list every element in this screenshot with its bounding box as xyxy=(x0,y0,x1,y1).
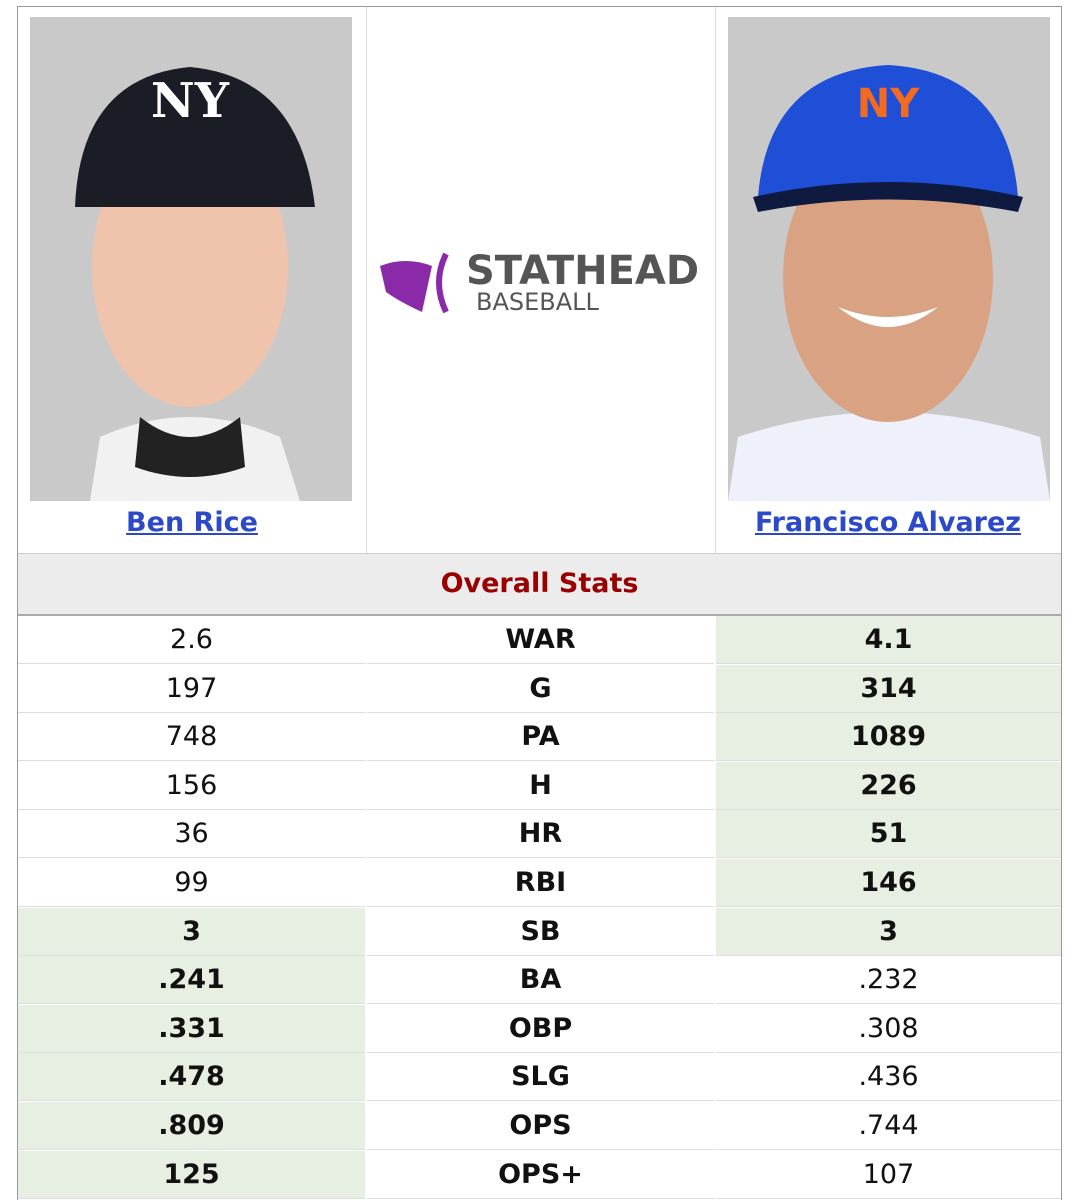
stat-label: PA xyxy=(367,713,714,762)
stat-row: .478 SLG .436 xyxy=(18,1053,1061,1102)
stat-row: 748 PA 1089 xyxy=(18,713,1061,762)
player-photo: NY xyxy=(728,17,1050,501)
stat-row: .331 OBP .308 xyxy=(18,1004,1061,1054)
stat-value: .232 xyxy=(716,956,1061,1005)
player-left: NY Ben Rice xyxy=(18,7,367,553)
stat-label: H xyxy=(367,762,714,810)
stat-label: RBI xyxy=(367,859,714,907)
stathead-logo: STATHEAD BASEBALL xyxy=(380,248,699,316)
stat-row: 3 SB 3 xyxy=(18,907,1061,957)
stat-label: WAR xyxy=(367,616,714,664)
stat-value: 146 xyxy=(716,859,1061,907)
stat-label: OPS+ xyxy=(367,1151,714,1199)
stat-value: 51 xyxy=(716,810,1061,859)
player-right: NY Francisco Alvarez xyxy=(715,7,1061,553)
stat-value: 2.6 xyxy=(18,616,365,664)
stat-value: .308 xyxy=(716,1005,1061,1053)
stat-row: 125 OPS+ 107 xyxy=(18,1150,1061,1200)
logo-area: STATHEAD BASEBALL xyxy=(366,7,716,553)
stat-value: 226 xyxy=(716,761,1061,810)
section-title: Overall Stats xyxy=(18,553,1061,616)
stat-value: 156 xyxy=(18,762,365,810)
stat-label: OBP xyxy=(367,1005,714,1053)
svg-text:NY: NY xyxy=(151,73,230,129)
stat-value: 36 xyxy=(18,810,365,859)
stat-value: .809 xyxy=(18,1102,365,1150)
svg-text:NY: NY xyxy=(857,81,920,127)
stat-row: 99 RBI 146 xyxy=(18,859,1061,908)
stat-value: 3 xyxy=(18,907,365,956)
stat-value: .331 xyxy=(18,1004,365,1053)
stat-value: 748 xyxy=(18,713,365,762)
comparison-table: NY Ben Rice STATHEAD BASEBALL NY Francis… xyxy=(17,6,1062,1200)
stat-label: BA xyxy=(367,956,714,1005)
stat-row: .809 OPS .744 xyxy=(18,1102,1061,1151)
player-name-link[interactable]: Ben Rice xyxy=(126,507,258,538)
stat-label: OPS xyxy=(367,1102,714,1150)
stat-row: .241 BA .232 xyxy=(18,956,1061,1005)
stat-label: SLG xyxy=(367,1053,714,1102)
stat-row: 2.6 WAR 4.1 xyxy=(18,616,1061,665)
logo-sub: BASEBALL xyxy=(476,288,600,316)
stat-label: SB xyxy=(367,908,714,956)
stat-value: .241 xyxy=(18,956,365,1005)
stat-label: HR xyxy=(367,810,714,859)
stat-value: 197 xyxy=(18,665,365,713)
player-photo: NY xyxy=(30,17,352,501)
stat-row: 36 HR 51 xyxy=(18,810,1061,859)
stat-value: 1089 xyxy=(716,713,1061,762)
stat-value: 99 xyxy=(18,859,365,907)
stat-value: 314 xyxy=(716,664,1061,713)
stat-value: .436 xyxy=(716,1053,1061,1102)
stat-value: 3 xyxy=(716,907,1061,956)
stat-value: 107 xyxy=(716,1151,1061,1199)
stat-row: 156 H 226 xyxy=(18,761,1061,811)
logo-brand: STATHEAD xyxy=(466,248,699,294)
stat-value: 4.1 xyxy=(716,616,1061,664)
stat-row: 197 G 314 xyxy=(18,664,1061,714)
stat-label: G xyxy=(367,665,714,713)
player-name-link[interactable]: Francisco Alvarez xyxy=(754,507,1022,538)
stat-value: 125 xyxy=(18,1150,365,1199)
stat-value: .478 xyxy=(18,1053,365,1102)
stat-value: .744 xyxy=(716,1102,1061,1150)
